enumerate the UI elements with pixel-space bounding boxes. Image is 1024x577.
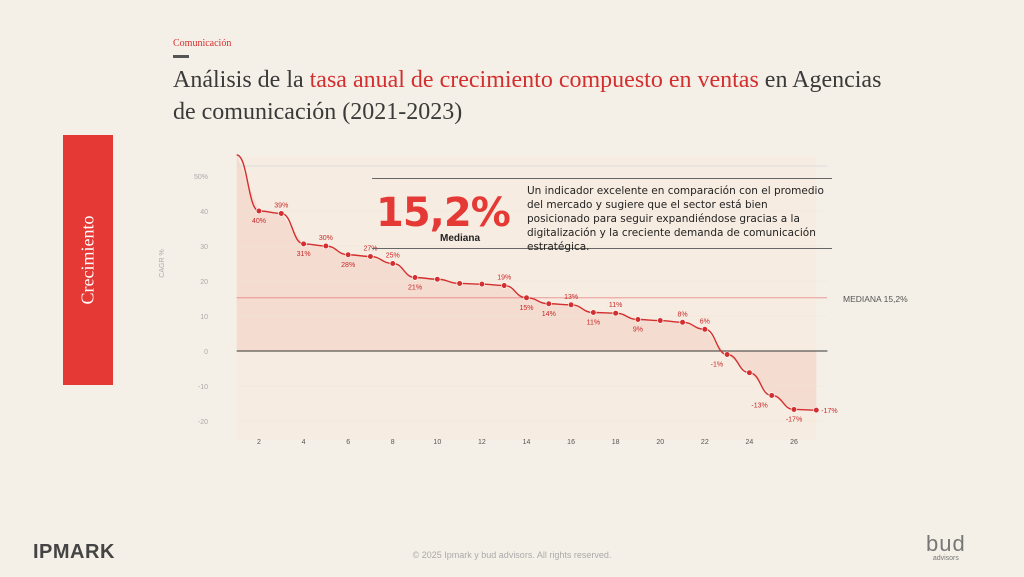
data-label: 25%: [386, 253, 400, 260]
y-tick-label: -10: [198, 384, 208, 391]
x-tick-label: 16: [567, 439, 575, 446]
section-label: Comunicación: [173, 38, 232, 49]
data-label: 21%: [408, 285, 422, 292]
data-point: [456, 280, 463, 287]
data-point: [523, 294, 530, 301]
x-tick-label: 22: [701, 439, 709, 446]
x-tick-label: 6: [346, 439, 350, 446]
data-label: -1%: [711, 362, 723, 369]
x-tick-label: 8: [391, 439, 395, 446]
section-divider: [173, 55, 189, 58]
data-label: 30%: [319, 235, 333, 242]
data-point: [768, 392, 775, 399]
data-point: [567, 301, 575, 308]
data-label: 6%: [700, 318, 710, 325]
data-label: 8%: [677, 311, 687, 318]
data-label: 28%: [341, 262, 355, 269]
data-point: [367, 253, 374, 260]
x-tick-label: 18: [612, 439, 620, 446]
data-label: 15%: [519, 305, 533, 312]
data-point: [813, 407, 820, 414]
y-axis-label: CAGR %: [159, 249, 166, 277]
data-point: [724, 351, 731, 358]
side-tab-label: Crecimiento: [77, 215, 98, 305]
data-point: [679, 319, 686, 326]
x-tick-label: 2: [257, 439, 261, 446]
data-label: 11%: [587, 320, 601, 327]
y-tick-label: 50%: [194, 174, 208, 181]
data-point: [255, 207, 263, 215]
data-point: [345, 251, 352, 258]
data-point: [657, 317, 664, 324]
median-label: MEDIANA 15,2%: [843, 294, 908, 304]
data-point: [322, 242, 329, 250]
x-tick-label: 24: [746, 439, 754, 446]
callout-text: Un indicador excelente en comparación co…: [527, 185, 824, 253]
side-tab: Crecimiento: [63, 135, 113, 385]
data-label: 13%: [564, 294, 578, 301]
data-point: [434, 276, 441, 283]
data-label: -17%: [821, 408, 837, 415]
bud-advisors-logo: bud advisors: [926, 533, 966, 563]
x-tick-label: 4: [302, 439, 306, 446]
data-point: [790, 406, 798, 413]
page-title: Análisis de la tasa anual de crecimiento…: [173, 64, 893, 128]
data-label: -17%: [786, 416, 802, 423]
data-point: [478, 281, 486, 288]
callout-top-rule: [372, 178, 832, 179]
data-point: [545, 300, 552, 307]
y-tick-label: 40: [200, 209, 208, 216]
x-tick-label: 26: [790, 439, 798, 446]
data-label: -13%: [751, 402, 767, 409]
data-point: [612, 310, 619, 317]
data-point: [501, 282, 508, 289]
data-point: [746, 369, 753, 376]
data-label: 39%: [274, 202, 288, 209]
title-highlight: tasa anual de crecimiento compuesto en v…: [309, 67, 759, 93]
data-point: [300, 240, 307, 247]
ipmark-logo: IPMARK: [33, 541, 115, 563]
title-suffix: en Agencias de comunicación (2021-2023): [173, 67, 882, 125]
data-label: 19%: [497, 275, 511, 282]
data-point: [389, 260, 396, 267]
x-tick-label: 14: [523, 439, 531, 446]
title-prefix: Análisis de la: [173, 67, 310, 93]
bud-logo-subtext: advisors: [932, 555, 959, 562]
y-tick-label: -20: [198, 419, 208, 426]
data-point: [278, 210, 285, 217]
data-point: [701, 326, 708, 333]
y-tick-label: 30: [200, 244, 208, 251]
data-label: 11%: [609, 302, 623, 309]
data-label: 40%: [252, 218, 266, 225]
data-label: 31%: [297, 251, 311, 258]
bud-logo-text: bud: [926, 531, 966, 556]
data-label: 27%: [363, 246, 377, 253]
x-tick-label: 20: [656, 439, 664, 446]
data-label: 14%: [542, 311, 556, 318]
data-point: [634, 316, 642, 323]
kpi-label: Mediana: [440, 233, 481, 244]
y-tick-label: 10: [200, 314, 208, 321]
x-tick-label: 10: [433, 439, 441, 446]
data-label: 9%: [633, 327, 643, 334]
area-fill: [236, 155, 817, 411]
x-tick-label: 12: [478, 439, 486, 446]
kpi-value: 15,2%: [376, 190, 511, 236]
data-point: [590, 309, 597, 316]
copyright-text: © 2025 Ipmark y bud advisors. All rights…: [412, 550, 612, 560]
y-tick-label: 0: [204, 349, 208, 356]
callout-bottom-rule: [372, 248, 832, 249]
data-point: [411, 274, 419, 281]
y-tick-label: 20: [200, 279, 208, 286]
